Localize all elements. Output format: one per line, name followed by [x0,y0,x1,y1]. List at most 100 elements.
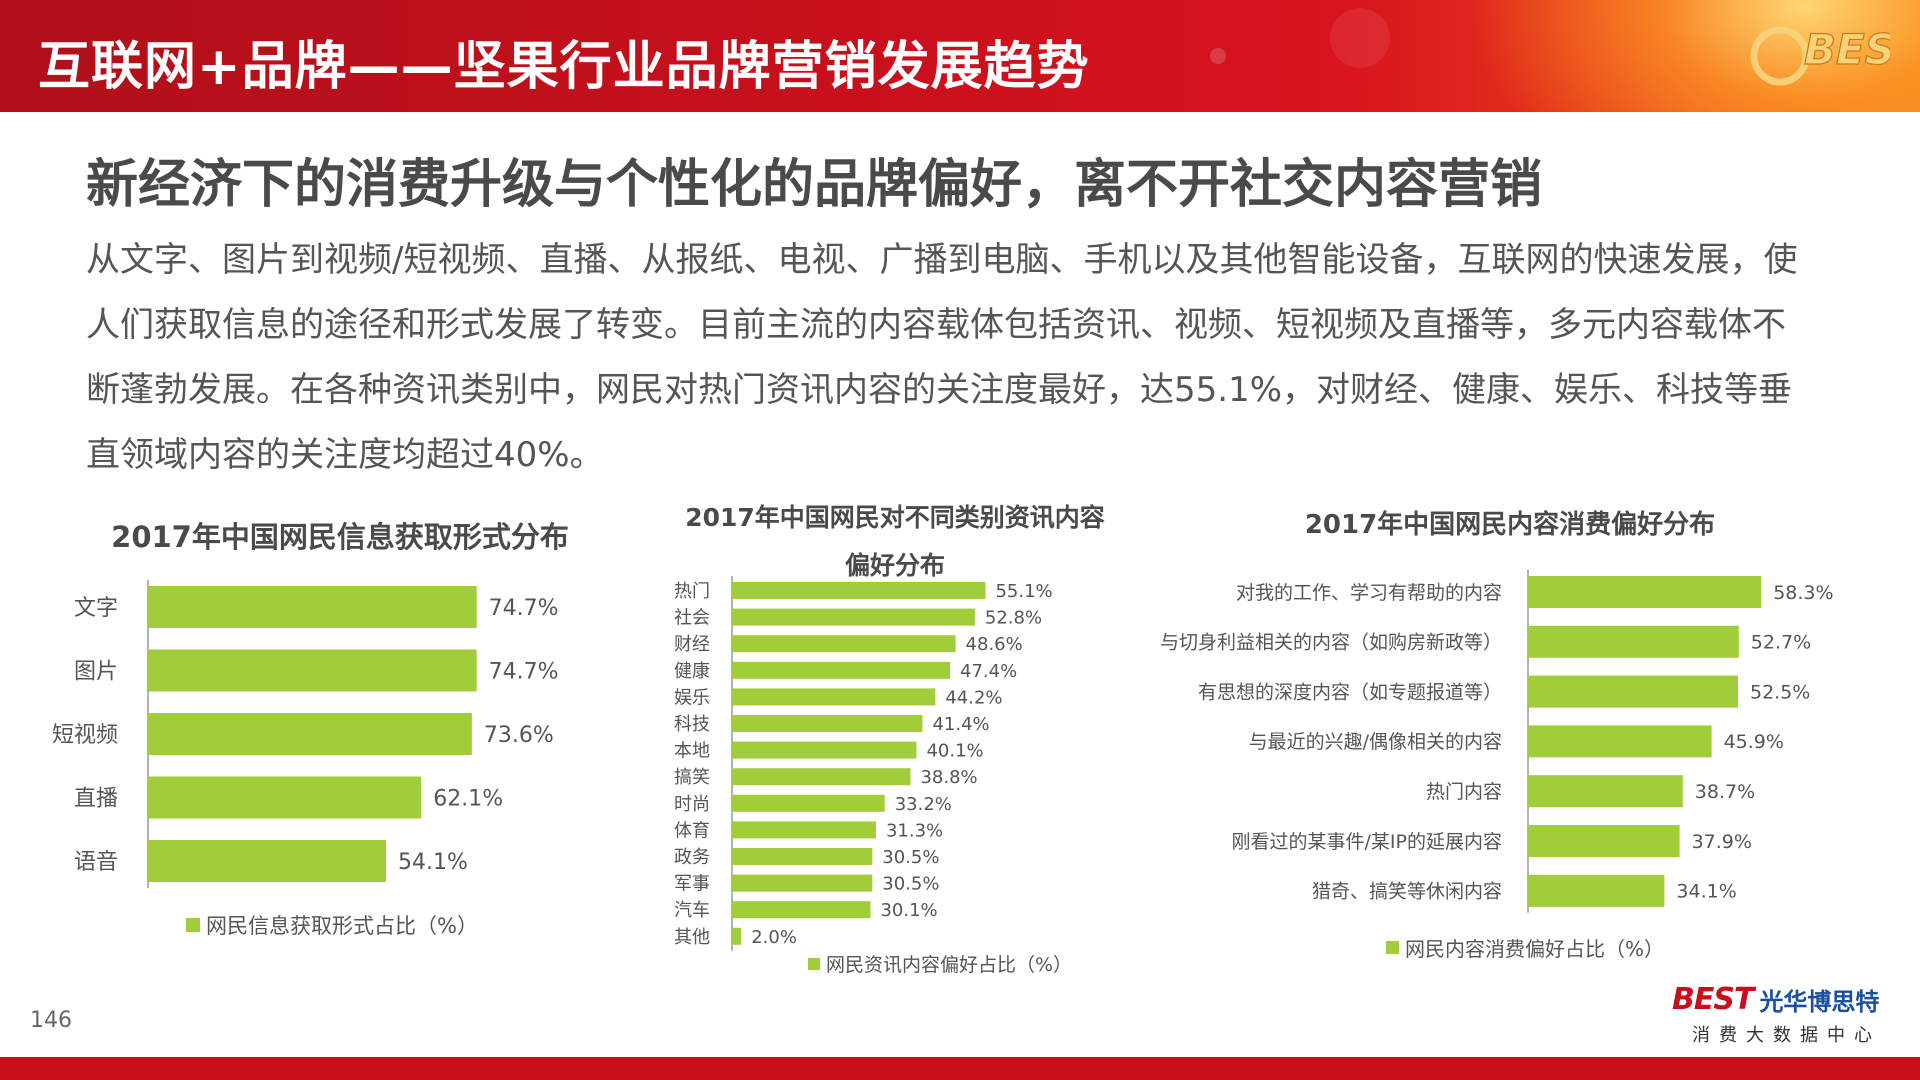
chart2-category-label: 搞笑 [674,767,710,788]
header-banner: 互联网+品牌——坚果行业品牌营销发展趋势 BEST [0,0,1920,112]
chart2-bar [732,848,873,865]
chart1-value-label: 62.1% [433,786,503,811]
chart2-value-label: 52.8% [985,608,1042,629]
chart3-plot: 对我的工作、学习有帮助的内容 58.3% 与切身利益相关的内容（如购房新政等） 52.… [1160,570,1834,913]
chart2-value-label: 44.2% [945,687,1002,708]
chart3-value-label: 45.9% [1724,731,1784,753]
chart2-title: 2017年中国网民对不同类别资讯内容 偏好分布 [640,494,1150,590]
page-number: 146 [30,1008,72,1033]
chart3-legend: 网民内容消费偏好占比（%） [1386,933,1664,962]
legend-swatch [186,918,200,932]
chart3-value-label: 52.7% [1751,632,1811,654]
chart3-category-label: 对我的工作、学习有帮助的内容 [1236,582,1502,604]
chart1-title: 2017年中国网民信息获取形式分布 [111,520,569,554]
chart3-value-label: 58.3% [1773,582,1833,604]
chart2-bar [732,874,873,892]
chart1-bar [148,840,387,882]
chart3-bar [1528,675,1738,708]
chart3-value-label: 38.7% [1695,781,1755,803]
chart3-category-label: 刚看过的某事件/某IP的延展内容 [1232,831,1502,853]
chart3-category-label: 猎奇、搞笑等休闲内容 [1312,881,1502,903]
chart3-bar [1528,874,1665,907]
chart3-value-label: 37.9% [1692,831,1752,853]
chart2-value-label: 30.5% [882,847,939,868]
chart2-category-label: 热门 [674,581,710,602]
chart3-bar [1528,775,1683,808]
chart2-value-label: 40.1% [926,741,983,762]
chart2-value-label: 2.0% [751,927,797,948]
chart2-category-label: 其他 [674,927,710,948]
chart2-bar [732,661,951,679]
chart1-bar [148,649,477,692]
chart2-bar [732,608,975,626]
banner-logo-text: BEST [1804,25,1890,74]
chart1-bar [148,776,422,819]
chart2-bar [732,635,956,653]
chart2-plot: 热门 55.1% 社会 52.8% 财经 48.6% 健康 47.4% 娱乐 44.2% 科技 41.… [674,576,1053,951]
chart2-bar [732,741,917,759]
chart3-category-label: 热门内容 [1426,781,1502,803]
chart2-category-label: 政务 [674,847,710,868]
chart3-legend-label: 网民内容消费偏好占比（%） [1405,937,1665,961]
chart3-category-label: 与最近的兴趣/偶像相关的内容 [1249,731,1502,753]
chart1-legend: 网民信息获取形式占比（%） [186,910,478,940]
chart2-category-label: 本地 [674,741,710,762]
bottom-bar [0,1057,1920,1080]
chart1-plot: 文字 74.7% 图片 74.7% 短视频 73.6% 直播 62.1% 语音 54.1% [52,580,559,888]
chart2-value-label: 55.1% [995,581,1052,602]
chart3-bar [1528,725,1712,758]
chart1-category-label: 短视频 [52,723,118,748]
chart3-bar [1528,625,1739,658]
chart2-bar [732,715,923,732]
chart2-category-label: 娱乐 [674,687,710,708]
chart3-bar [1528,576,1762,608]
chart1-category-label: 语音 [74,850,118,875]
chart2-category-label: 社会 [674,608,710,629]
chart1-value-label: 74.7% [489,659,559,684]
chart3-category-label: 有思想的深度内容（如专题报道等） [1198,681,1502,703]
best-logo-icon: BEST [1750,24,1890,86]
chart2-bar [732,688,936,706]
footer-logo-brand: BEST 光华博思特 [1672,982,1902,1017]
chart1-value-label: 54.1% [398,850,468,875]
chart2-category-label: 健康 [674,661,710,682]
legend-swatch [1386,941,1399,954]
chart2-bar [732,927,742,945]
footer-logo: BEST 光华博思特 消费大数据中心 [1672,982,1902,1052]
chart2-category-label: 汽车 [674,900,710,921]
chart2-title-line2: 偏好分布 [844,551,945,580]
footer-logo-sub: 消费大数据中心 [1692,1025,1881,1046]
chart2-bar [732,768,911,786]
chart2-value-label: 48.6% [966,634,1023,655]
page-title: 互联网+品牌——坚果行业品牌营销发展趋势 [38,37,1090,97]
chart2-value-label: 31.3% [886,820,943,841]
chart3-bar [1528,825,1680,857]
chart3-title: 2017年中国网民内容消费偏好分布 [1304,510,1716,540]
footer-logo-cn: 光华博思特 [1759,988,1880,1016]
chart1-category-label: 文字 [74,596,118,621]
chart2-value-label: 38.8% [920,767,977,788]
chart1-value-label: 73.6% [484,723,554,748]
chart2-bar [732,901,871,919]
chart2-category-label: 科技 [674,714,710,735]
chart3-category-label: 与切身利益相关的内容（如购房新政等） [1160,632,1502,654]
chart1-category-label: 图片 [74,659,118,684]
chart2-value-label: 41.4% [932,714,989,735]
chart2-category-label: 军事 [674,874,710,895]
body-paragraph: 从文字、图片到视频/短视频、直播、从报纸、电视、广播到电脑、手机以及其他智能设备… [86,240,1798,475]
banner-decoration [1330,8,1390,68]
chart2-bar [732,582,986,599]
chart1-category-label: 直播 [74,786,118,811]
chart2-value-label: 30.5% [882,874,939,895]
chart2-value-label: 30.1% [880,900,937,921]
banner-decoration [1210,48,1226,64]
footer-logo-best: BEST [1672,982,1754,1017]
chart1-bar [148,713,472,755]
banner-glow [1440,0,1920,112]
chart3-value-label: 52.5% [1750,681,1810,703]
chart2-legend: 网民资讯内容偏好占比（%） [808,950,1072,977]
chart3-value-label: 34.1% [1676,881,1736,903]
legend-swatch [808,957,820,970]
chart2-category-label: 时尚 [674,794,710,815]
chart2-value-label: 33.2% [895,794,952,815]
